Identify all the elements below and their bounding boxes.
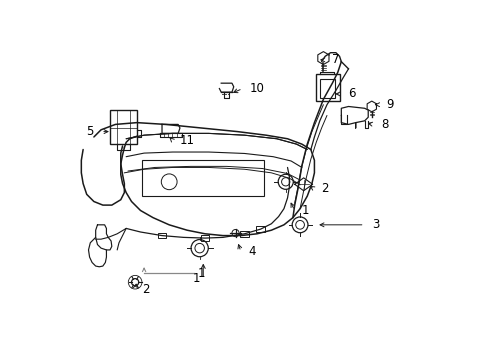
Text: 6: 6 <box>348 87 355 100</box>
Text: 3: 3 <box>371 218 378 231</box>
Bar <box>142 160 264 196</box>
Text: 11: 11 <box>180 134 195 147</box>
Bar <box>110 110 137 144</box>
Bar <box>316 74 339 101</box>
Bar <box>201 235 209 241</box>
Text: 8: 8 <box>380 118 387 131</box>
Text: 1: 1 <box>198 267 205 280</box>
Bar <box>240 231 248 237</box>
Bar <box>158 233 166 238</box>
Text: 1: 1 <box>192 272 200 285</box>
Bar <box>256 226 264 232</box>
Text: 10: 10 <box>249 82 264 95</box>
Text: 1: 1 <box>301 204 309 217</box>
Text: 5: 5 <box>86 125 94 138</box>
Text: 9: 9 <box>386 98 393 111</box>
Text: 2: 2 <box>142 283 149 296</box>
Text: 7: 7 <box>332 53 339 66</box>
Text: 2: 2 <box>321 183 328 195</box>
Bar <box>319 79 334 98</box>
Text: 4: 4 <box>247 245 255 258</box>
